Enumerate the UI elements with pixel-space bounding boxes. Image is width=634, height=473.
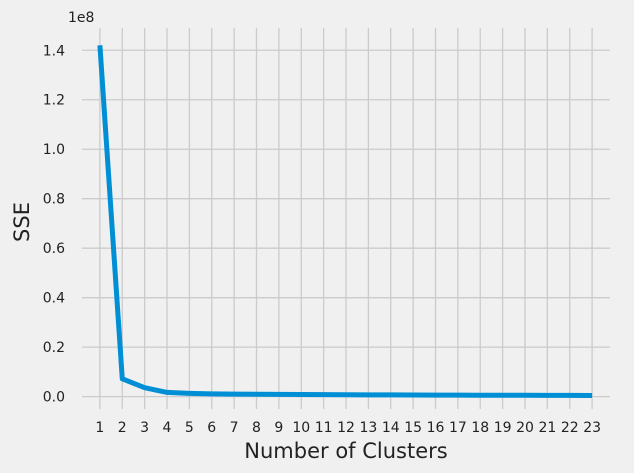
x-tick-label: 1 xyxy=(95,420,104,436)
x-tick-label: 22 xyxy=(561,420,579,436)
x-tick-label: 21 xyxy=(538,420,556,436)
y-tick-label: 0.0 xyxy=(43,390,65,406)
x-tick-label: 3 xyxy=(140,420,149,436)
y-tick-label: 0.6 xyxy=(43,241,65,257)
x-tick-label: 7 xyxy=(230,420,239,436)
x-tick-label: 8 xyxy=(252,420,261,436)
x-tick-label: 18 xyxy=(471,420,489,436)
y-tick-label: 1.0 xyxy=(43,142,65,158)
x-tick-label: 6 xyxy=(207,420,216,436)
x-tick-label: 2 xyxy=(118,420,127,436)
y-tick-label: 0.4 xyxy=(43,291,65,307)
x-tick-label: 17 xyxy=(449,420,467,436)
y-tick-label: 0.2 xyxy=(43,340,65,356)
y-axis-title: SSE xyxy=(10,202,34,242)
x-tick-label: 10 xyxy=(292,420,310,436)
series-layer xyxy=(97,45,593,398)
x-tick-label: 20 xyxy=(516,420,534,436)
x-tick-label: 16 xyxy=(427,420,445,436)
x-tick-label: 13 xyxy=(359,420,377,436)
y-tick-label: 1.2 xyxy=(43,93,65,109)
x-tick-label: 14 xyxy=(382,420,400,436)
y-tick-label: 0.8 xyxy=(43,192,65,208)
x-tick-label: 5 xyxy=(185,420,194,436)
x-tick-labels: 1 2 3 4 5 6 7 8 9 10 11 12 13 14 15 16 17 18 19 20 21 22 23 xyxy=(95,420,601,436)
y-tick-labels: 0.0 0.2 0.4 0.6 0.8 1.0 1.2 1.4 xyxy=(43,43,65,405)
x-tick-label: 9 xyxy=(274,420,283,436)
grid-layer xyxy=(82,28,610,409)
y-offset-label: 1e8 xyxy=(68,10,94,26)
x-tick-label: 23 xyxy=(583,420,601,436)
x-tick-label: 19 xyxy=(494,420,512,436)
x-tick-label: 4 xyxy=(163,420,172,436)
x-tick-label: 15 xyxy=(404,420,422,436)
y-tick-label: 1.4 xyxy=(43,43,65,59)
x-axis-title: Number of Clusters xyxy=(244,439,447,463)
x-tick-label: 12 xyxy=(337,420,355,436)
x-tick-label: 11 xyxy=(315,420,333,436)
